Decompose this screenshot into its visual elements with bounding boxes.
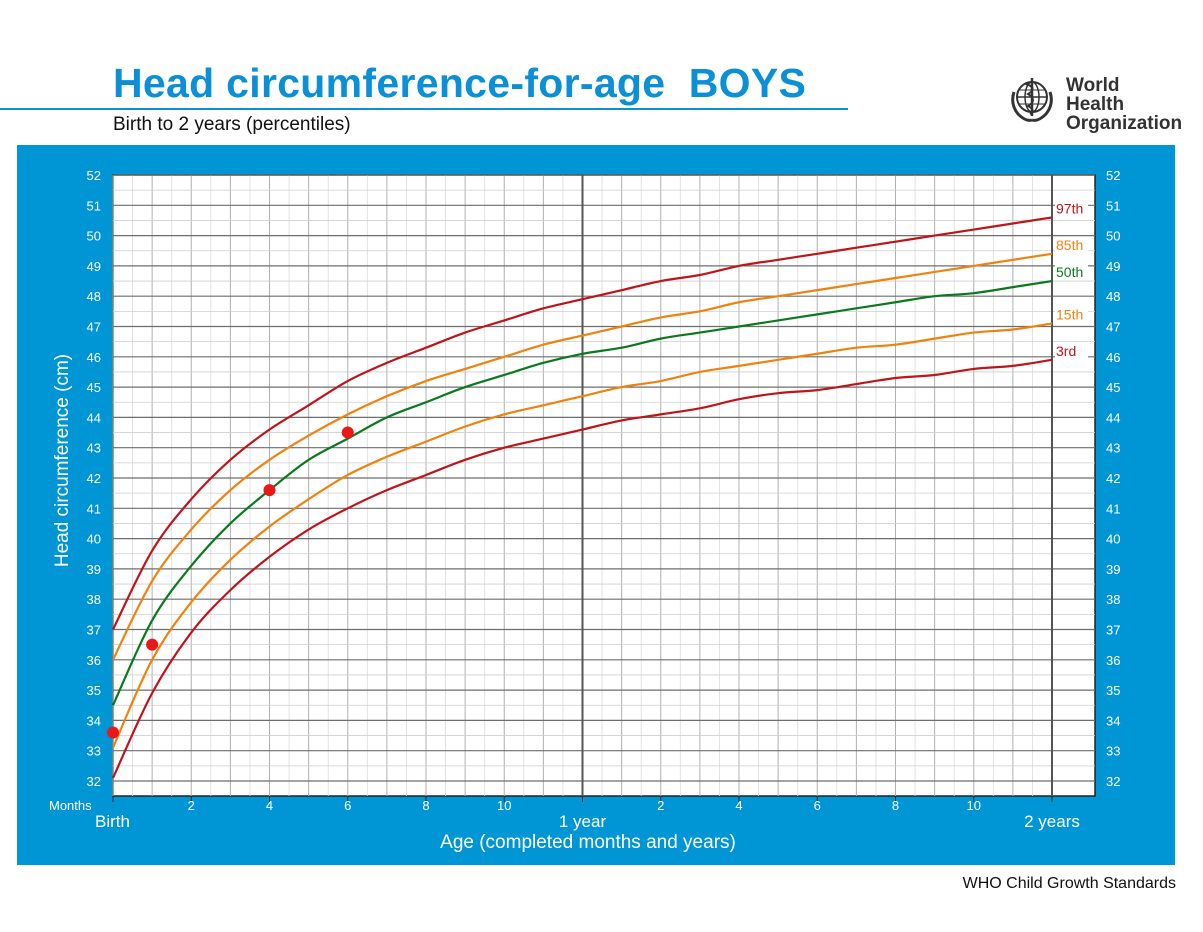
x-major-tick-label: Birth [95, 812, 130, 831]
y-tick-label-right: 36 [1106, 653, 1120, 668]
org-name-line2: Organization [1066, 113, 1183, 134]
y-tick-label-left: 48 [87, 289, 101, 304]
y-tick-label-right: 49 [1106, 259, 1120, 274]
percentile-line-97th [112, 216, 1053, 630]
x-tick-label: 6 [814, 798, 821, 813]
measurement-point [263, 484, 276, 497]
y-tick-label-left: 38 [87, 592, 101, 607]
x-tick-label: 4 [266, 798, 273, 813]
page-subtitle: Birth to 2 years (percentiles) [113, 114, 351, 135]
y-tick-label-right: 41 [1106, 501, 1120, 516]
y-tick-label-left: 42 [87, 471, 101, 486]
y-tick-label-right: 47 [1106, 320, 1120, 335]
x-tick-label: 8 [892, 798, 899, 813]
who-org-name: World Health Organization [1066, 76, 1182, 133]
percentile-label-bg [1055, 264, 1088, 281]
measurement-point [341, 426, 354, 439]
percentile-line-50th [112, 279, 1053, 706]
y-tick-label-left: 47 [87, 320, 101, 335]
y-tick-label-right: 42 [1106, 471, 1120, 486]
y-tick-label-right: 51 [1106, 198, 1120, 213]
percentile-label-bg [1055, 342, 1088, 359]
x-tick-label: 2 [188, 798, 195, 813]
percentile-label-bg [1055, 236, 1088, 253]
x-tick-label: 2 [657, 798, 664, 813]
y-tick-label-right: 52 [1106, 168, 1120, 183]
who-logo: World Health Organization [1004, 70, 1182, 133]
y-tick-label-right: 50 [1106, 229, 1120, 244]
percentile-label-85th: 85th [1056, 237, 1083, 253]
y-tick-label-left: 41 [87, 501, 101, 516]
x-unit-label: Months [49, 798, 92, 813]
y-tick-label-left: 50 [87, 229, 101, 244]
plot-area [112, 174, 1096, 797]
percentile-label-bg [1055, 200, 1088, 217]
title-underline [0, 108, 848, 110]
page-title: Head circumference-for-age BOYS [113, 60, 807, 106]
y-axis-label: Head circumference (cm) [52, 354, 73, 567]
y-tick-label-right: 32 [1106, 774, 1120, 789]
y-tick-label-right: 46 [1106, 350, 1120, 365]
y-tick-label-right: 44 [1106, 410, 1120, 425]
y-tick-label-left: 39 [87, 562, 101, 577]
y-tick-label-left: 43 [87, 441, 101, 456]
y-tick-label-left: 49 [87, 259, 101, 274]
y-tick-label-left: 32 [87, 774, 101, 789]
y-tick-label-right: 33 [1106, 744, 1120, 759]
y-tick-label-left: 35 [87, 683, 101, 698]
percentile-label-15th: 15th [1056, 306, 1083, 322]
chart-panel: 32 32 33 33 34 34 35 35 36 36 37 37 38 38 39 39 40 40 41 41… [17, 145, 1175, 865]
y-tick-label-right: 43 [1106, 441, 1120, 456]
y-tick-label-right: 39 [1106, 562, 1120, 577]
percentile-label-3rd: 3rd [1056, 343, 1076, 359]
percentile-label-50th: 50th [1056, 264, 1083, 280]
x-tick-label: 8 [422, 798, 429, 813]
x-tick-label: 10 [967, 798, 981, 813]
percentile-line-15th [111, 322, 1053, 749]
y-tick-label-left: 52 [87, 168, 101, 183]
percentile-line-85th [112, 252, 1053, 661]
y-tick-label-right: 38 [1106, 592, 1120, 607]
y-tick-label-right: 45 [1106, 380, 1120, 395]
y-tick-label-left: 44 [87, 410, 101, 425]
y-tick-label-right: 48 [1106, 289, 1120, 304]
y-tick-label-right: 40 [1106, 532, 1120, 547]
percentile-line-3rd [112, 358, 1053, 779]
org-name-line1: World Health [1066, 75, 1125, 115]
percentile-label-bg [1055, 306, 1088, 323]
y-tick-label-left: 45 [87, 380, 101, 395]
y-tick-label-left: 40 [87, 532, 101, 547]
who-emblem-icon [1004, 70, 1060, 126]
y-tick-label-left: 37 [87, 623, 101, 638]
measurement-point [107, 726, 119, 739]
y-tick-label-left: 34 [87, 713, 101, 728]
x-axis-label: Age (completed months and years) [440, 832, 736, 853]
y-tick-label-left: 33 [87, 744, 101, 759]
x-tick-label: 6 [344, 798, 351, 813]
x-major-tick-label: 1 year [559, 812, 607, 831]
percentile-label-97th: 97th [1056, 200, 1083, 216]
measurement-point [146, 638, 159, 651]
x-tick-label: 10 [497, 798, 511, 813]
y-tick-label-right: 37 [1106, 623, 1120, 638]
y-tick-label-left: 46 [87, 350, 101, 365]
footer-credit: WHO Child Growth Standards [962, 875, 1176, 892]
y-tick-label-right: 35 [1106, 683, 1120, 698]
x-major-tick-label: 2 years [1024, 812, 1080, 831]
y-tick-label-left: 51 [87, 198, 101, 213]
y-tick-label-right: 34 [1106, 713, 1120, 728]
y-tick-label-left: 36 [87, 653, 101, 668]
x-tick-label: 4 [735, 798, 742, 813]
